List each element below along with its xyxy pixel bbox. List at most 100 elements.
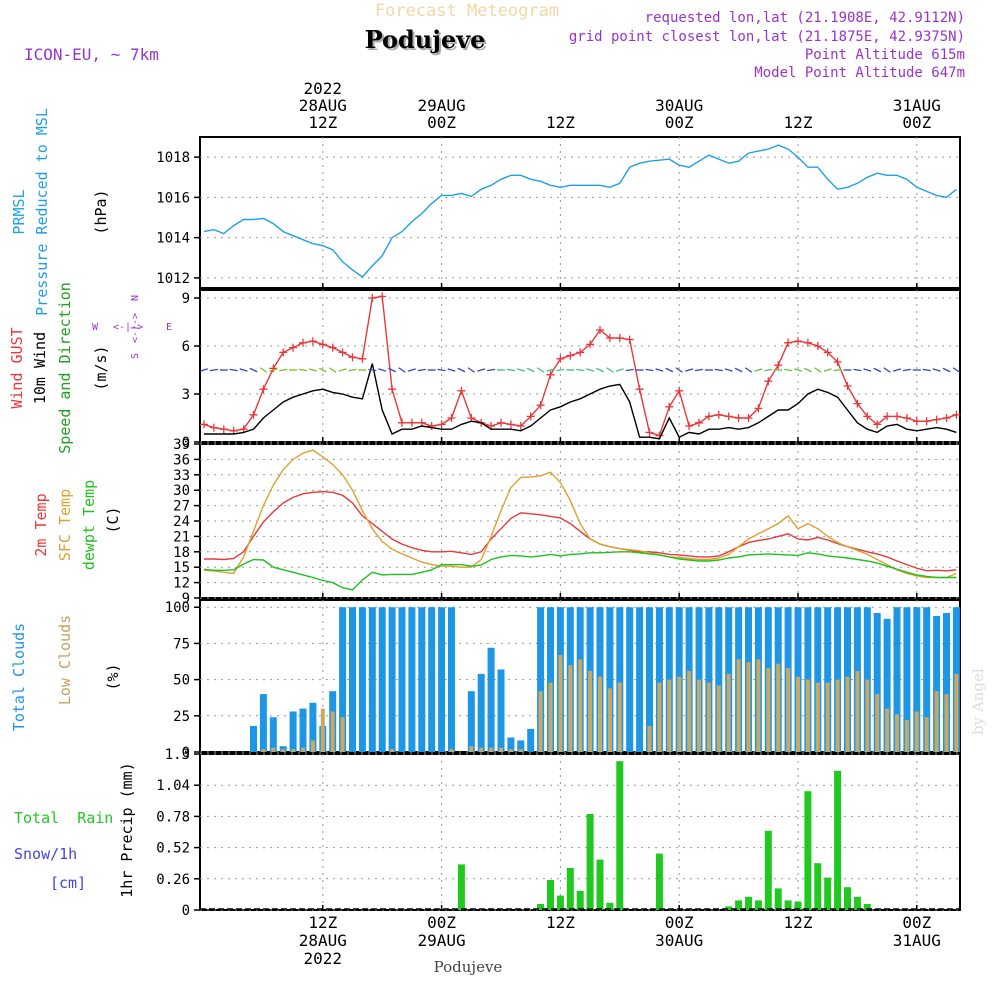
gust-marker	[744, 414, 753, 422]
gust-label: Wind GUST	[8, 327, 26, 408]
low-cloud-bar	[835, 679, 840, 752]
gust-marker	[427, 422, 436, 430]
time-axis-label: 12Z	[546, 913, 575, 932]
panel-frame	[199, 136, 961, 289]
gust-marker	[952, 410, 961, 419]
wind-direction-arrow	[685, 368, 694, 372]
low-cloud-bar	[499, 747, 503, 752]
rain-bar	[844, 887, 851, 910]
total-cloud-bar	[814, 607, 822, 752]
wind-direction-arrow	[576, 368, 585, 372]
wind-direction-arrow	[873, 367, 882, 373]
wind-direction-arrow	[388, 367, 396, 373]
wind-direction-arrow	[952, 367, 961, 373]
wind-direction-arrow	[853, 368, 862, 372]
wind-direction-arrow	[615, 368, 624, 372]
wind-direction-arrow	[655, 368, 664, 372]
wind-direction-arrow	[437, 368, 446, 372]
y-tick-label: 0.52	[156, 841, 190, 857]
total-cloud-bar	[358, 607, 366, 752]
rain-bar	[547, 880, 554, 910]
gust-marker	[200, 420, 208, 429]
total-cloud-bar	[507, 737, 515, 752]
direction-label: Speed and Direction	[56, 282, 74, 454]
compass-vert: <-|->	[130, 313, 141, 343]
precip-unit: 1hr Precip (mm)	[118, 762, 136, 897]
wind-direction-arrow	[764, 368, 773, 372]
wind-direction-arrow	[556, 368, 565, 372]
total-cloud-bar	[913, 607, 921, 752]
y-tick-label: 9	[182, 591, 190, 607]
time-axis-label: 31AUG	[893, 96, 941, 115]
wind-direction-arrow	[239, 368, 248, 372]
y-tick-label: 15	[173, 560, 190, 576]
gust-marker	[922, 417, 931, 426]
total-cloud-bar	[705, 607, 713, 752]
time-axis-label: 30AUG	[655, 96, 703, 115]
snow-label: Snow/1h	[14, 845, 77, 863]
gust-marker	[536, 401, 545, 410]
compass-n: N	[130, 295, 141, 301]
y-tick-label: 1.04	[156, 778, 190, 794]
gust-marker	[596, 326, 604, 334]
gust-marker	[388, 385, 397, 394]
total-cloud-bar	[388, 607, 396, 752]
low-cloud-bar	[716, 685, 721, 752]
wind-direction-arrow	[823, 368, 832, 372]
wind-direction-arrow	[892, 368, 902, 372]
y-tick-label: 1012	[156, 271, 190, 287]
temp-labels: 2m Temp SFC Temp dewpt Temp (C)	[32, 480, 122, 570]
y-tick-label: 3	[182, 387, 190, 403]
y-tick-label: 100	[165, 600, 190, 616]
gust-marker	[675, 386, 684, 395]
gust-marker	[407, 418, 416, 427]
low-cloud-bar	[776, 663, 781, 752]
gust-marker	[279, 348, 288, 357]
gust-marker	[823, 348, 832, 357]
time-axis-label: 29AUG	[418, 931, 466, 950]
y-tick-label: 1.3	[165, 747, 190, 763]
wind-direction-arrow	[348, 368, 357, 372]
pressure-labels: PRMSL Pressure Reduced to MSL (hPa)	[10, 108, 110, 316]
footer-location: Podujeve	[434, 958, 503, 976]
total-cloud-bar	[438, 607, 446, 752]
series-line-temperature-1	[203, 449, 957, 579]
low-cloud-bar	[885, 708, 890, 752]
wind-direction-arrow	[645, 368, 654, 372]
series-line-pressure-0	[203, 144, 957, 278]
rain-bar	[586, 814, 594, 910]
total-cloud-bar	[250, 725, 257, 752]
total-cloud-bar	[933, 615, 941, 752]
rain-bar	[784, 900, 792, 910]
compass-s: S	[130, 353, 141, 359]
total-cloud-bar	[418, 607, 426, 752]
wind-direction-arrow	[407, 368, 416, 372]
low-cloud-bar	[479, 747, 484, 752]
wind-direction-arrow	[606, 367, 614, 373]
wind-panel: 0 3 6 9	[182, 289, 961, 451]
wind-direction-arrow	[199, 368, 209, 372]
wind-direction-arrow	[863, 368, 872, 372]
gust-marker	[368, 294, 377, 302]
gust-marker	[249, 410, 258, 419]
panel-frame	[199, 753, 961, 911]
y-tick-label: 1014	[156, 231, 190, 247]
total-cloud-bar	[428, 607, 436, 752]
low-cloud-bar	[607, 688, 612, 752]
rain-bar	[606, 902, 614, 910]
rain-bar	[863, 904, 871, 910]
y-tick-label: 0.26	[156, 872, 190, 888]
wind-direction-arrow	[625, 368, 634, 372]
gust-marker	[625, 335, 634, 344]
y-tick-label: 75	[173, 636, 190, 652]
y-tick-label: 1018	[156, 150, 190, 166]
gust-marker	[932, 415, 941, 424]
requested-coords: requested lon,lat (21.1908E, 42.9112N)	[645, 10, 965, 26]
precip-panel: 0 0.26 0.52 0.78 1.04 1.3	[156, 747, 961, 919]
gust-marker	[437, 420, 446, 429]
time-axis-label: 2022	[304, 949, 343, 968]
time-axis-label: 00Z	[665, 913, 694, 932]
low-cloud-bar	[815, 682, 820, 752]
snow-unit: [cm]	[50, 874, 86, 892]
wind-direction-arrow	[329, 367, 337, 373]
